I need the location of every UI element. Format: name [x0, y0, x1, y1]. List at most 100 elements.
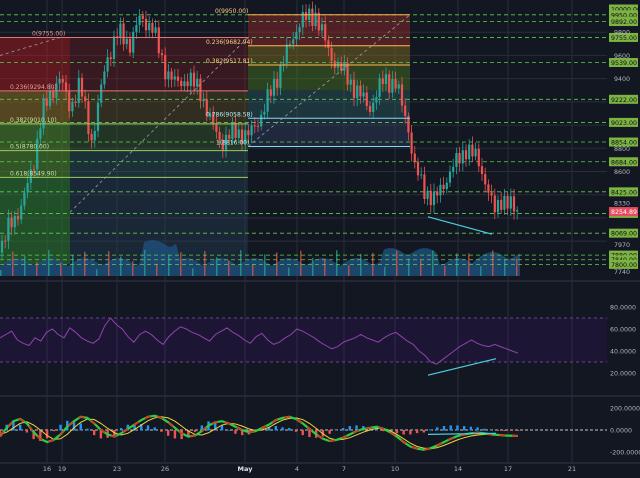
- candle-body: [167, 71, 170, 80]
- current-price-bg: [609, 207, 638, 217]
- macd-hist: [281, 427, 284, 431]
- candle-body: [234, 122, 237, 138]
- candle-body: [359, 85, 362, 97]
- fib-right-label: 0.236(9682.94): [206, 39, 253, 46]
- candle-body: [256, 125, 260, 127]
- candle-body: [448, 171, 452, 183]
- volume-bar: [84, 251, 86, 276]
- level-tag-bg: [609, 117, 638, 127]
- candlesticks: [0, 1, 519, 259]
- price-tick: 9400: [614, 76, 630, 83]
- volume-bar: [408, 258, 410, 276]
- volume-bar: [108, 251, 110, 276]
- macd-hist: [72, 422, 76, 431]
- level-tag-bg: [609, 250, 638, 260]
- volume-bar: [168, 254, 170, 276]
- candle-body: [10, 217, 13, 228]
- fib-zone-red: [0, 37, 70, 91]
- candle-body: [404, 105, 407, 116]
- level-tag: 9950.00: [611, 12, 637, 19]
- volume-bar: [468, 253, 470, 276]
- candle-body: [7, 217, 10, 241]
- macd-hist: [25, 430, 29, 433]
- fib-zone-teal-ext: [70, 150, 248, 178]
- volume-bar: [252, 264, 254, 276]
- macd-hist: [341, 428, 345, 431]
- macd-hist: [402, 430, 405, 435]
- macd-hist: [153, 427, 156, 431]
- macd-hist: [409, 430, 412, 435]
- macd-hist: [395, 430, 399, 434]
- candle-body: [490, 192, 493, 196]
- candle-body: [288, 43, 292, 45]
- candle-body: [122, 23, 125, 45]
- candle-body: [16, 216, 20, 220]
- macd-hist: [301, 430, 304, 436]
- candle-body: [394, 78, 397, 89]
- fib-right-label: 0.786(9058.58): [206, 111, 253, 118]
- macd-hist: [348, 426, 352, 431]
- macd-hist: [187, 430, 190, 438]
- macd-hist: [240, 430, 244, 436]
- macd-hist: [227, 430, 230, 431]
- candle-body: [407, 115, 410, 133]
- time-label: 10: [391, 465, 399, 473]
- candle-body: [160, 53, 164, 56]
- candle-body: [23, 192, 26, 206]
- candle-body: [477, 148, 480, 167]
- candle-body: [48, 90, 52, 106]
- macd-line: [0, 414, 519, 451]
- candle-body: [368, 106, 372, 113]
- candle-body: [468, 144, 471, 160]
- candle-body: [170, 71, 173, 80]
- candle-body: [151, 22, 154, 33]
- macd-hist: [462, 426, 466, 431]
- candle-body: [247, 130, 250, 136]
- candle-body: [100, 84, 103, 103]
- candle-body: [58, 78, 61, 84]
- macd-hist: [429, 429, 432, 431]
- candle-body: [439, 184, 442, 196]
- time-axis[interactable]: 16 19 23 26 May 4 7 10 14 17 21: [43, 465, 576, 473]
- level-tag: 10000.00: [611, 7, 640, 14]
- volume-bar: [492, 250, 494, 276]
- candle-body: [413, 153, 416, 162]
- level-tag: 8069.00: [611, 231, 637, 238]
- rsi-tick: 40.0000: [610, 349, 636, 356]
- level-tag-bg: [609, 17, 638, 27]
- candle-body: [429, 190, 432, 206]
- candle-body: [244, 130, 247, 144]
- candle-body: [128, 38, 132, 53]
- volume-bar: [0, 270, 2, 276]
- candle-body: [52, 90, 55, 98]
- candle-body: [512, 196, 516, 212]
- candle-body: [516, 210, 519, 212]
- volume-bar: [384, 266, 386, 276]
- candle-body: [503, 195, 506, 210]
- fib-zone-green-ext: [70, 123, 248, 151]
- candle-body: [474, 148, 477, 157]
- level-tag-bg: [609, 94, 638, 104]
- macd-hist: [59, 424, 62, 431]
- volume-bar: [432, 250, 434, 276]
- candle-body: [298, 27, 301, 33]
- candle-body: [164, 55, 167, 80]
- candle-body: [436, 191, 439, 196]
- rsi-line: [0, 317, 519, 365]
- macd-hist: [160, 430, 163, 432]
- macd-hist: [355, 425, 358, 431]
- candle-body: [365, 92, 368, 107]
- candle-body: [330, 47, 333, 61]
- candle-body: [36, 138, 39, 170]
- candle-body: [333, 60, 336, 68]
- fib-trend-line: [247, 14, 411, 147]
- candle-body: [109, 57, 112, 60]
- time-label: 26: [161, 465, 169, 473]
- candle-body: [496, 199, 500, 213]
- fib-left-label: 0.236(9294.80): [10, 84, 57, 91]
- level-tag-bg: [609, 58, 638, 68]
- time-label: 21: [568, 465, 576, 473]
